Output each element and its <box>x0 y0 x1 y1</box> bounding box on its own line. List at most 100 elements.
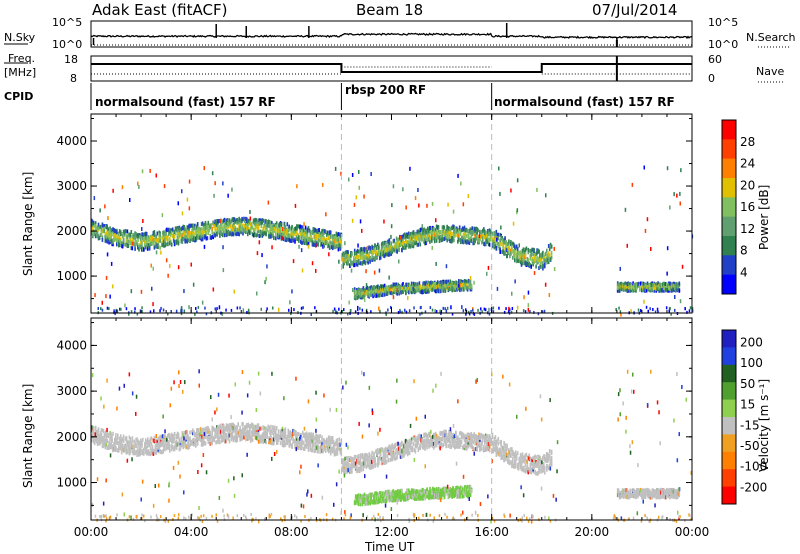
power-cell <box>283 232 286 237</box>
power-cell <box>527 307 530 312</box>
power-cell <box>266 224 268 229</box>
power-cell <box>129 238 132 243</box>
power-cell <box>123 232 126 237</box>
power-cell <box>356 255 359 260</box>
power-cell <box>135 239 137 244</box>
power-cell <box>461 226 464 231</box>
velocity-cell <box>221 426 223 431</box>
power-cell <box>514 279 516 284</box>
power-cell <box>401 290 403 295</box>
power-cell <box>246 226 248 231</box>
power-cell <box>322 244 324 249</box>
power-cell <box>521 252 524 257</box>
power-cell <box>509 247 511 252</box>
power-cell <box>221 231 223 236</box>
power-cell <box>448 227 450 232</box>
velocity-cell <box>120 444 123 449</box>
power-cell <box>243 223 245 228</box>
velocity-cell <box>232 438 235 443</box>
power-cell <box>383 283 386 288</box>
power-cell <box>428 284 430 289</box>
power-cell <box>435 224 438 229</box>
power-cell <box>377 289 379 294</box>
power-cell <box>101 223 104 228</box>
power-cell <box>553 267 556 271</box>
power-cell <box>670 312 672 316</box>
power-cell <box>547 244 550 248</box>
power-cell <box>537 312 540 316</box>
power-cell <box>220 225 222 230</box>
power-cell <box>509 251 511 256</box>
power-cell <box>337 232 340 237</box>
power-cell <box>398 237 400 242</box>
power-cell <box>93 229 96 234</box>
power-cell <box>668 309 670 313</box>
velocity-cell <box>118 448 120 453</box>
power-cell <box>275 236 277 241</box>
power-cell <box>360 251 363 256</box>
power-cell <box>357 294 360 299</box>
power-cell <box>334 237 337 242</box>
power-cell <box>661 287 663 292</box>
power-cell <box>118 229 121 234</box>
power-cell <box>331 234 334 239</box>
nave-label: Nave <box>756 65 785 78</box>
power-cell <box>536 187 538 192</box>
power-cell <box>316 229 318 234</box>
velocity-cell <box>203 434 206 439</box>
velocity-cell <box>145 451 148 456</box>
power-cell <box>140 237 142 242</box>
power-cell <box>483 227 485 232</box>
power-cell <box>489 237 492 242</box>
power-cell <box>192 237 194 242</box>
power-cell <box>126 238 129 243</box>
velocity-cell <box>223 435 226 440</box>
velocity-cell <box>113 446 115 451</box>
power-cell <box>399 243 401 248</box>
velocity-cell <box>140 438 142 443</box>
velocity-cell <box>141 443 143 448</box>
velocity-cell <box>157 445 160 450</box>
power-cell <box>426 287 428 292</box>
power-cell <box>167 238 169 243</box>
velocity-cell <box>200 442 203 447</box>
power-cell <box>424 230 426 235</box>
power-cell <box>392 282 395 287</box>
velocity-cell <box>182 444 185 448</box>
velocity-cell <box>123 446 126 451</box>
power-cell <box>467 232 470 237</box>
power-cell <box>282 232 285 237</box>
velocity-cell <box>139 444 141 449</box>
power-cell <box>165 228 167 233</box>
power-cell <box>421 233 423 237</box>
power-cell <box>271 223 273 228</box>
power-cell <box>425 280 427 285</box>
power-cell <box>449 239 451 243</box>
velocity-cell <box>172 435 175 440</box>
power-cell <box>362 251 365 256</box>
power-cell <box>267 223 269 227</box>
velocity-cell <box>169 444 171 449</box>
power-cell <box>216 307 218 311</box>
power-cell <box>407 231 410 236</box>
power-cell <box>642 286 645 291</box>
power-cell <box>440 238 443 243</box>
power-cell <box>353 259 355 264</box>
power-cell <box>232 232 235 237</box>
velocity-cell <box>202 431 205 435</box>
power-cell <box>306 234 309 239</box>
power-cell <box>294 227 296 231</box>
power-cell <box>193 231 195 236</box>
power-cell <box>410 281 413 286</box>
power-cell <box>477 238 479 243</box>
power-cell <box>424 289 426 294</box>
velocity-cell <box>246 436 248 441</box>
power-cell <box>165 231 167 236</box>
power-cell <box>494 244 497 249</box>
power-cell <box>239 306 241 310</box>
power-cell <box>628 282 630 287</box>
power-cell <box>663 285 665 290</box>
freq-trace <box>91 63 692 73</box>
velocity-cell <box>145 445 148 450</box>
power-cell <box>513 254 515 259</box>
